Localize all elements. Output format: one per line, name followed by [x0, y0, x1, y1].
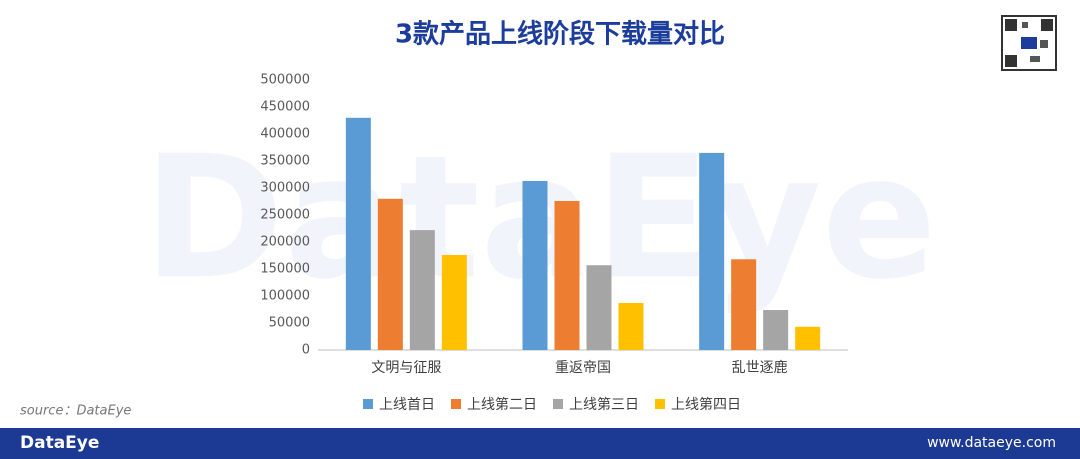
y-tick-label: 150000 — [260, 262, 310, 277]
bar — [795, 326, 821, 350]
legend-label: 上线第四日 — [671, 396, 741, 413]
y-tick-label: 300000 — [260, 181, 310, 196]
legend-label: 上线第二日 — [467, 396, 537, 413]
x-tick-label: 乱世逐鹿 — [732, 359, 788, 376]
bar — [699, 152, 725, 350]
footer-url: www.dataeye.com — [927, 435, 1056, 451]
y-tick-label: 250000 — [260, 208, 310, 223]
y-tick-label: 0 — [302, 343, 310, 358]
footer-brand: DataEye — [20, 433, 99, 453]
y-tick-label: 100000 — [260, 289, 310, 304]
legend-swatch — [553, 399, 563, 409]
x-tick-label: 重返帝国 — [555, 360, 611, 376]
legend-label: 上线第三日 — [569, 396, 639, 413]
legend-swatch — [363, 399, 373, 409]
legend-swatch — [655, 399, 665, 409]
footer-bar — [0, 428, 1080, 459]
bar — [345, 117, 371, 350]
bar — [522, 180, 548, 350]
legend-label: 上线首日 — [379, 397, 435, 413]
legend-swatch — [451, 399, 461, 409]
y-tick-label: 200000 — [260, 235, 310, 250]
bar — [618, 303, 644, 350]
bar — [409, 230, 435, 350]
bar — [731, 259, 757, 350]
y-tick-label: 500000 — [260, 73, 310, 88]
bar — [441, 254, 467, 350]
x-tick-label: 文明与征服 — [371, 360, 441, 376]
bar — [554, 200, 580, 350]
qr-code — [1001, 15, 1057, 71]
bar — [586, 265, 612, 350]
y-tick-label: 50000 — [269, 316, 310, 331]
y-tick-label: 350000 — [260, 154, 310, 169]
bar — [763, 310, 789, 350]
y-tick-label: 400000 — [260, 127, 310, 142]
y-tick-label: 450000 — [260, 100, 310, 115]
source-note: source：DataEye — [20, 404, 131, 419]
bar — [377, 198, 403, 350]
chart-title: 3款产品上线阶段下载量对比 — [395, 19, 725, 50]
